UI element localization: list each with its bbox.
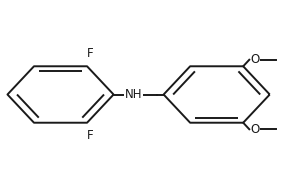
Text: F: F xyxy=(87,129,93,142)
Text: O: O xyxy=(251,123,260,136)
Text: O: O xyxy=(251,53,260,66)
Text: NH: NH xyxy=(125,88,142,101)
Text: F: F xyxy=(87,47,93,60)
